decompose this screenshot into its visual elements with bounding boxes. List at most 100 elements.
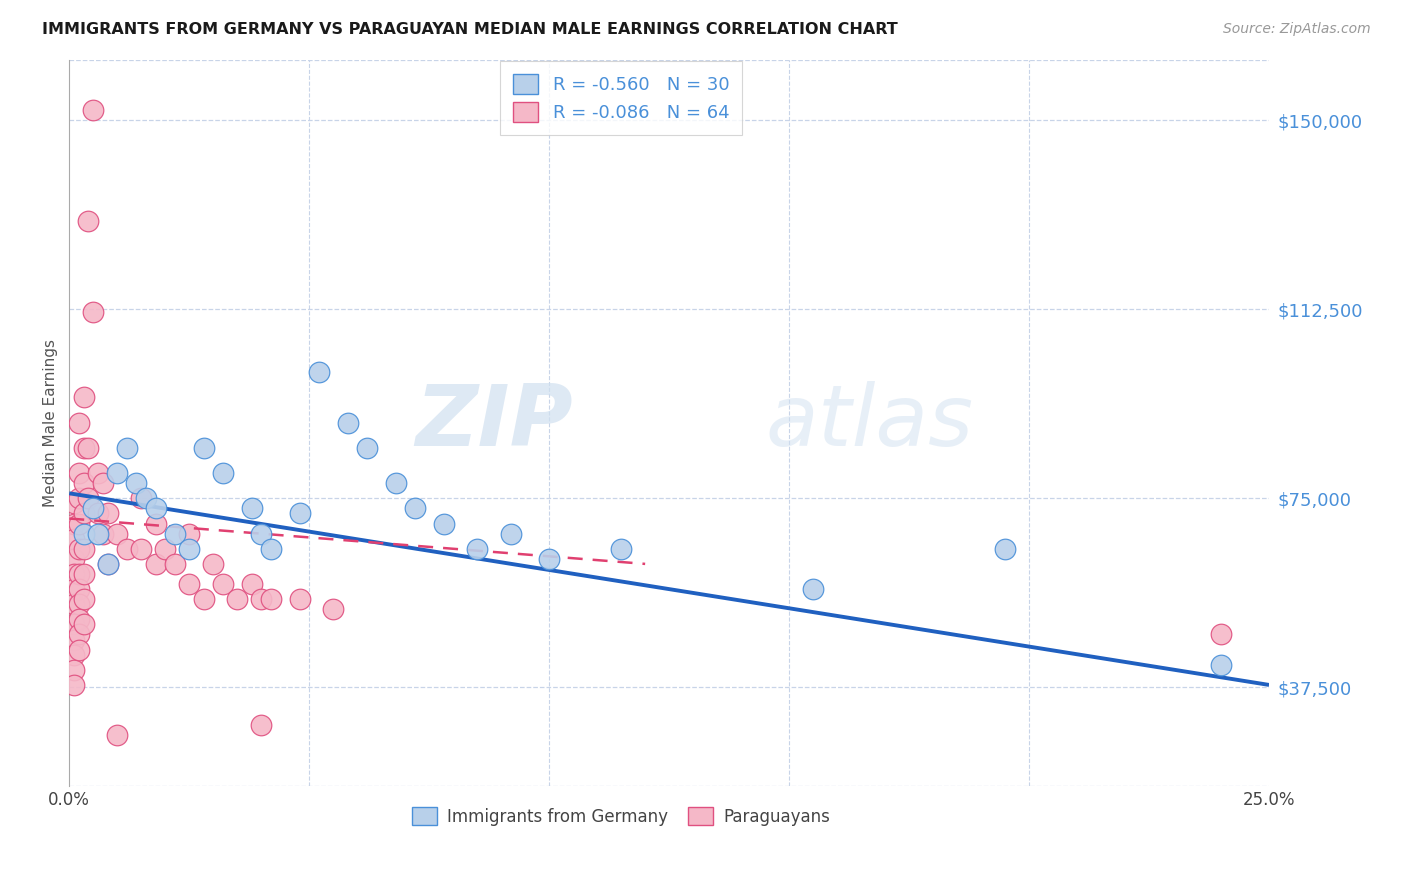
Point: [67, 516, 90, 531]
Point: [72, 507, 94, 521]
Point: [67, 566, 90, 581]
Point: [72, 541, 94, 556]
Point: [250, 592, 273, 607]
Point: [145, 557, 167, 571]
Point: [67, 416, 90, 430]
Point: [72, 526, 94, 541]
Point: [67, 612, 90, 626]
Point: [193, 592, 215, 607]
Point: [226, 592, 249, 607]
Point: [77, 214, 100, 228]
Point: [179, 526, 201, 541]
Point: [115, 441, 138, 455]
Point: [250, 526, 273, 541]
Point: [465, 541, 488, 556]
Point: [97, 507, 120, 521]
Y-axis label: Median Male Earnings: Median Male Earnings: [44, 339, 58, 507]
Text: atlas: atlas: [765, 381, 973, 464]
Point: [179, 577, 201, 591]
Point: [67, 541, 90, 556]
Point: [63, 532, 86, 546]
Point: [115, 541, 138, 556]
Point: [72, 441, 94, 455]
Point: [63, 552, 86, 566]
Point: [67, 597, 90, 611]
Point: [72, 476, 94, 491]
Point: [77, 441, 100, 455]
Point: [125, 476, 148, 491]
Point: [384, 476, 406, 491]
Point: [250, 718, 273, 732]
Point: [63, 648, 86, 662]
Point: [288, 592, 311, 607]
Point: [994, 541, 1017, 556]
Point: [240, 501, 263, 516]
Point: [322, 602, 344, 616]
Point: [105, 526, 128, 541]
Point: [432, 516, 454, 531]
Text: Source: ZipAtlas.com: Source: ZipAtlas.com: [1223, 22, 1371, 37]
Point: [63, 566, 86, 581]
Point: [67, 627, 90, 641]
Point: [77, 491, 100, 506]
Point: [63, 678, 86, 692]
Point: [260, 541, 283, 556]
Point: [82, 304, 104, 318]
Legend: Immigrants from Germany, Paraguayans: Immigrants from Germany, Paraguayans: [402, 797, 839, 836]
Point: [105, 728, 128, 742]
Point: [87, 466, 110, 480]
Point: [105, 466, 128, 480]
Point: [87, 526, 110, 541]
Point: [67, 582, 90, 596]
Point: [211, 466, 233, 480]
Point: [163, 557, 186, 571]
Point: [193, 441, 215, 455]
Point: [356, 441, 378, 455]
Point: [97, 557, 120, 571]
Point: [499, 526, 522, 541]
Point: [63, 632, 86, 647]
Point: [202, 557, 225, 571]
Point: [145, 501, 167, 516]
Point: [260, 592, 283, 607]
Point: [82, 501, 104, 516]
Point: [1209, 627, 1232, 641]
Point: [63, 516, 86, 531]
Point: [135, 491, 157, 506]
Point: [97, 557, 120, 571]
Point: [87, 507, 110, 521]
Text: ZIP: ZIP: [416, 381, 574, 464]
Point: [179, 541, 201, 556]
Point: [72, 592, 94, 607]
Point: [404, 501, 426, 516]
Point: [155, 541, 177, 556]
Point: [308, 365, 330, 379]
Point: [538, 552, 561, 566]
Point: [91, 476, 114, 491]
Point: [1209, 657, 1232, 672]
Point: [67, 491, 90, 506]
Point: [72, 391, 94, 405]
Point: [129, 541, 152, 556]
Point: [82, 103, 104, 117]
Point: [91, 526, 114, 541]
Point: [610, 541, 633, 556]
Point: [63, 617, 86, 632]
Point: [211, 577, 233, 591]
Point: [63, 597, 86, 611]
Point: [72, 617, 94, 632]
Point: [240, 577, 263, 591]
Point: [63, 582, 86, 596]
Point: [72, 566, 94, 581]
Point: [63, 663, 86, 677]
Point: [288, 507, 311, 521]
Point: [129, 491, 152, 506]
Point: [163, 526, 186, 541]
Text: IMMIGRANTS FROM GERMANY VS PARAGUAYAN MEDIAN MALE EARNINGS CORRELATION CHART: IMMIGRANTS FROM GERMANY VS PARAGUAYAN ME…: [42, 22, 898, 37]
Point: [63, 496, 86, 510]
Point: [67, 466, 90, 480]
Point: [145, 516, 167, 531]
Point: [336, 416, 359, 430]
Point: [67, 642, 90, 657]
Point: [801, 582, 824, 596]
